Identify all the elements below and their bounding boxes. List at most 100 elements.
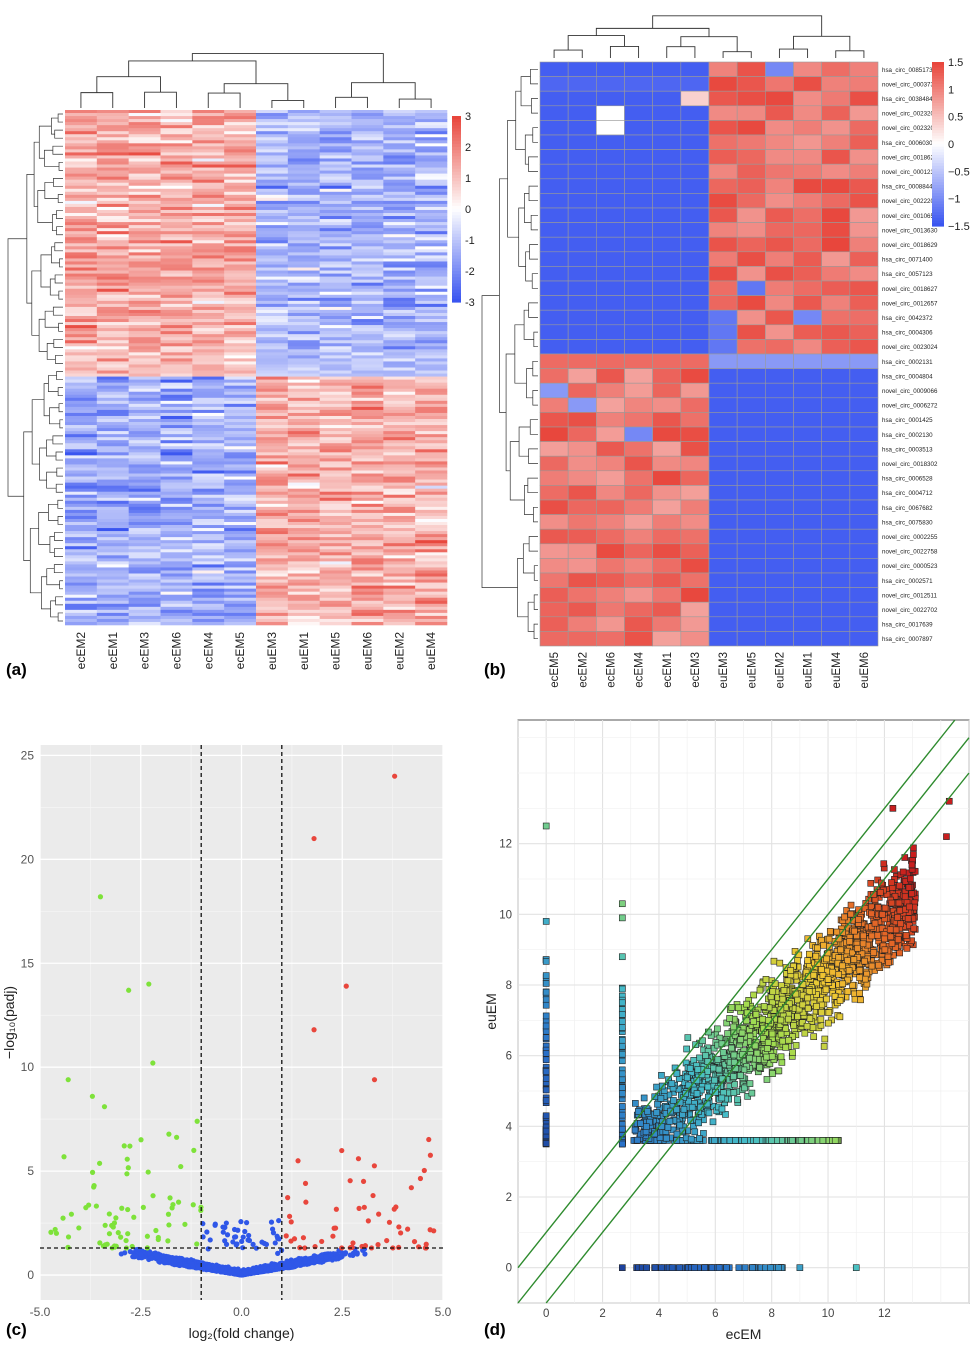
heatmap-a-cell bbox=[128, 113, 161, 117]
heatmap-a-cell bbox=[65, 291, 98, 296]
heatmap-a-cell bbox=[224, 431, 257, 435]
heatmap-a-cell bbox=[65, 240, 98, 244]
heatmap-a-cell bbox=[256, 179, 289, 184]
heatmap-a-cell bbox=[256, 543, 289, 547]
heatmap-a-cell bbox=[128, 176, 161, 180]
heatmap-a-cell bbox=[287, 282, 320, 287]
heatmap-b-legend-swatch bbox=[932, 144, 944, 148]
heatmap-b-cell bbox=[539, 207, 569, 223]
heatmap-b-col-dendrogram-branch bbox=[652, 15, 823, 37]
heatmap-b-cell bbox=[567, 324, 597, 340]
heatmap-b-cell bbox=[765, 280, 794, 296]
heatmap-b-cell bbox=[849, 412, 879, 428]
heatmap-b-row-dendrogram-branch bbox=[527, 601, 535, 632]
heatmap-a-cell bbox=[415, 134, 448, 138]
heatmap-a-cell bbox=[351, 197, 384, 202]
heatmap-a-cell bbox=[224, 179, 257, 184]
heatmap-b-row-label: hsa_circ_0004712 bbox=[882, 490, 933, 497]
heatmap-a-cell bbox=[96, 225, 129, 229]
heatmap-a-cell bbox=[351, 591, 384, 596]
heatmap-a-cell bbox=[192, 322, 225, 326]
heatmap-b-cell bbox=[652, 587, 682, 603]
heatmap-a-cell bbox=[287, 219, 320, 223]
heatmap-a-row-dendrogram-branch bbox=[44, 149, 60, 167]
heatmap-a-cell bbox=[96, 621, 129, 626]
heatmap-a-cell bbox=[383, 194, 416, 199]
heatmap-a-cell bbox=[160, 379, 193, 383]
heatmap-a-cell bbox=[96, 422, 129, 426]
heatmap-a-cell bbox=[65, 258, 98, 262]
heatmap-a-cell bbox=[287, 340, 320, 344]
heatmap-a-row-dendrogram-branch bbox=[53, 564, 63, 574]
heatmap-b-legend-swatch bbox=[932, 70, 944, 74]
heatmap-a-cell bbox=[287, 249, 320, 253]
heatmap-a-cell bbox=[96, 588, 129, 592]
heatmap-a-cell bbox=[287, 319, 320, 323]
heatmap-b-cell bbox=[567, 222, 597, 238]
heatmap-a-cell bbox=[160, 531, 193, 535]
heatmap-a-cell bbox=[319, 531, 352, 535]
heatmap-b-cell bbox=[539, 499, 569, 515]
heatmap-a-cell bbox=[383, 267, 416, 271]
heatmap-a-cell bbox=[224, 582, 257, 586]
heatmap-b-cell bbox=[624, 339, 653, 355]
heatmap-a-cell bbox=[256, 261, 289, 265]
heatmap-a-cell bbox=[160, 546, 193, 550]
heatmap-a-cell bbox=[383, 149, 416, 153]
heatmap-a-cell bbox=[65, 243, 98, 247]
heatmap-a-cell bbox=[224, 531, 257, 535]
heatmap-b-cell bbox=[680, 616, 710, 632]
heatmap-a-cell bbox=[287, 294, 320, 299]
heatmap-a-row-dendrogram-branch bbox=[57, 499, 63, 509]
heatmap-a-cell bbox=[415, 461, 448, 465]
heatmap-a-cell bbox=[192, 491, 225, 496]
heatmap-a-legend-swatch bbox=[452, 137, 461, 142]
heatmap-a-cell bbox=[256, 188, 289, 193]
heatmap-a-cell bbox=[351, 325, 384, 329]
heatmap-a-cell bbox=[287, 288, 320, 293]
heatmap-a-cell bbox=[96, 197, 129, 202]
heatmap-b-row-label: hsa_circ_0006528 bbox=[882, 476, 933, 483]
heatmap-a-cell bbox=[224, 585, 257, 589]
heatmap-b-cell bbox=[652, 280, 682, 296]
heatmap-a-cell bbox=[351, 431, 384, 435]
heatmap-a-cell bbox=[351, 515, 384, 520]
heatmap-b-cell bbox=[736, 251, 766, 267]
heatmap-b-cell bbox=[596, 163, 625, 180]
heatmap-a-legend-swatch bbox=[452, 292, 461, 297]
heatmap-b-row-dendrogram-branch bbox=[524, 485, 534, 515]
volcano-point bbox=[122, 1250, 128, 1256]
heatmap-a-row-dendrogram-branch bbox=[59, 419, 63, 429]
heatmap-a-cell bbox=[319, 197, 352, 202]
heatmap-a-cell bbox=[224, 606, 257, 611]
heatmap-a-cell bbox=[128, 158, 161, 162]
heatmap-b-cell bbox=[652, 61, 682, 77]
heatmap-b-cell bbox=[736, 280, 766, 296]
heatmap-a-cell bbox=[256, 570, 289, 574]
heatmap-a-cell bbox=[65, 612, 98, 617]
heatmap-a-cell bbox=[319, 228, 352, 232]
heatmap-a-legend-swatch bbox=[452, 178, 461, 182]
heatmap-a-cell bbox=[383, 282, 416, 287]
heatmap-a-cell bbox=[383, 119, 416, 123]
heatmap-a-cell bbox=[224, 437, 257, 441]
heatmap-b-cell bbox=[624, 558, 653, 574]
heatmap-a-cell bbox=[224, 609, 257, 614]
heatmap-a-cell bbox=[351, 346, 384, 350]
heatmap-a-cell bbox=[319, 591, 352, 596]
heatmap-b-row-label: hsa_circ_0017639 bbox=[882, 622, 933, 629]
heatmap-b-cell bbox=[765, 222, 794, 238]
heatmap-a-cell bbox=[415, 367, 448, 371]
heatmap-a-cell bbox=[192, 131, 225, 135]
heatmap-b-cell bbox=[849, 616, 879, 632]
heatmap-a-cell bbox=[415, 497, 448, 502]
heatmap-a-cell bbox=[256, 400, 289, 405]
heatmap-b-cell bbox=[624, 382, 653, 399]
heatmap-a-cell bbox=[351, 603, 384, 608]
heatmap-a-cell bbox=[65, 391, 98, 396]
heatmap-a-cell bbox=[96, 555, 129, 559]
heatmap-a-cell bbox=[319, 179, 352, 184]
heatmap-a-cell bbox=[287, 206, 320, 211]
heatmap-a-legend-swatch bbox=[452, 153, 461, 157]
heatmap-a-cell bbox=[192, 534, 225, 538]
